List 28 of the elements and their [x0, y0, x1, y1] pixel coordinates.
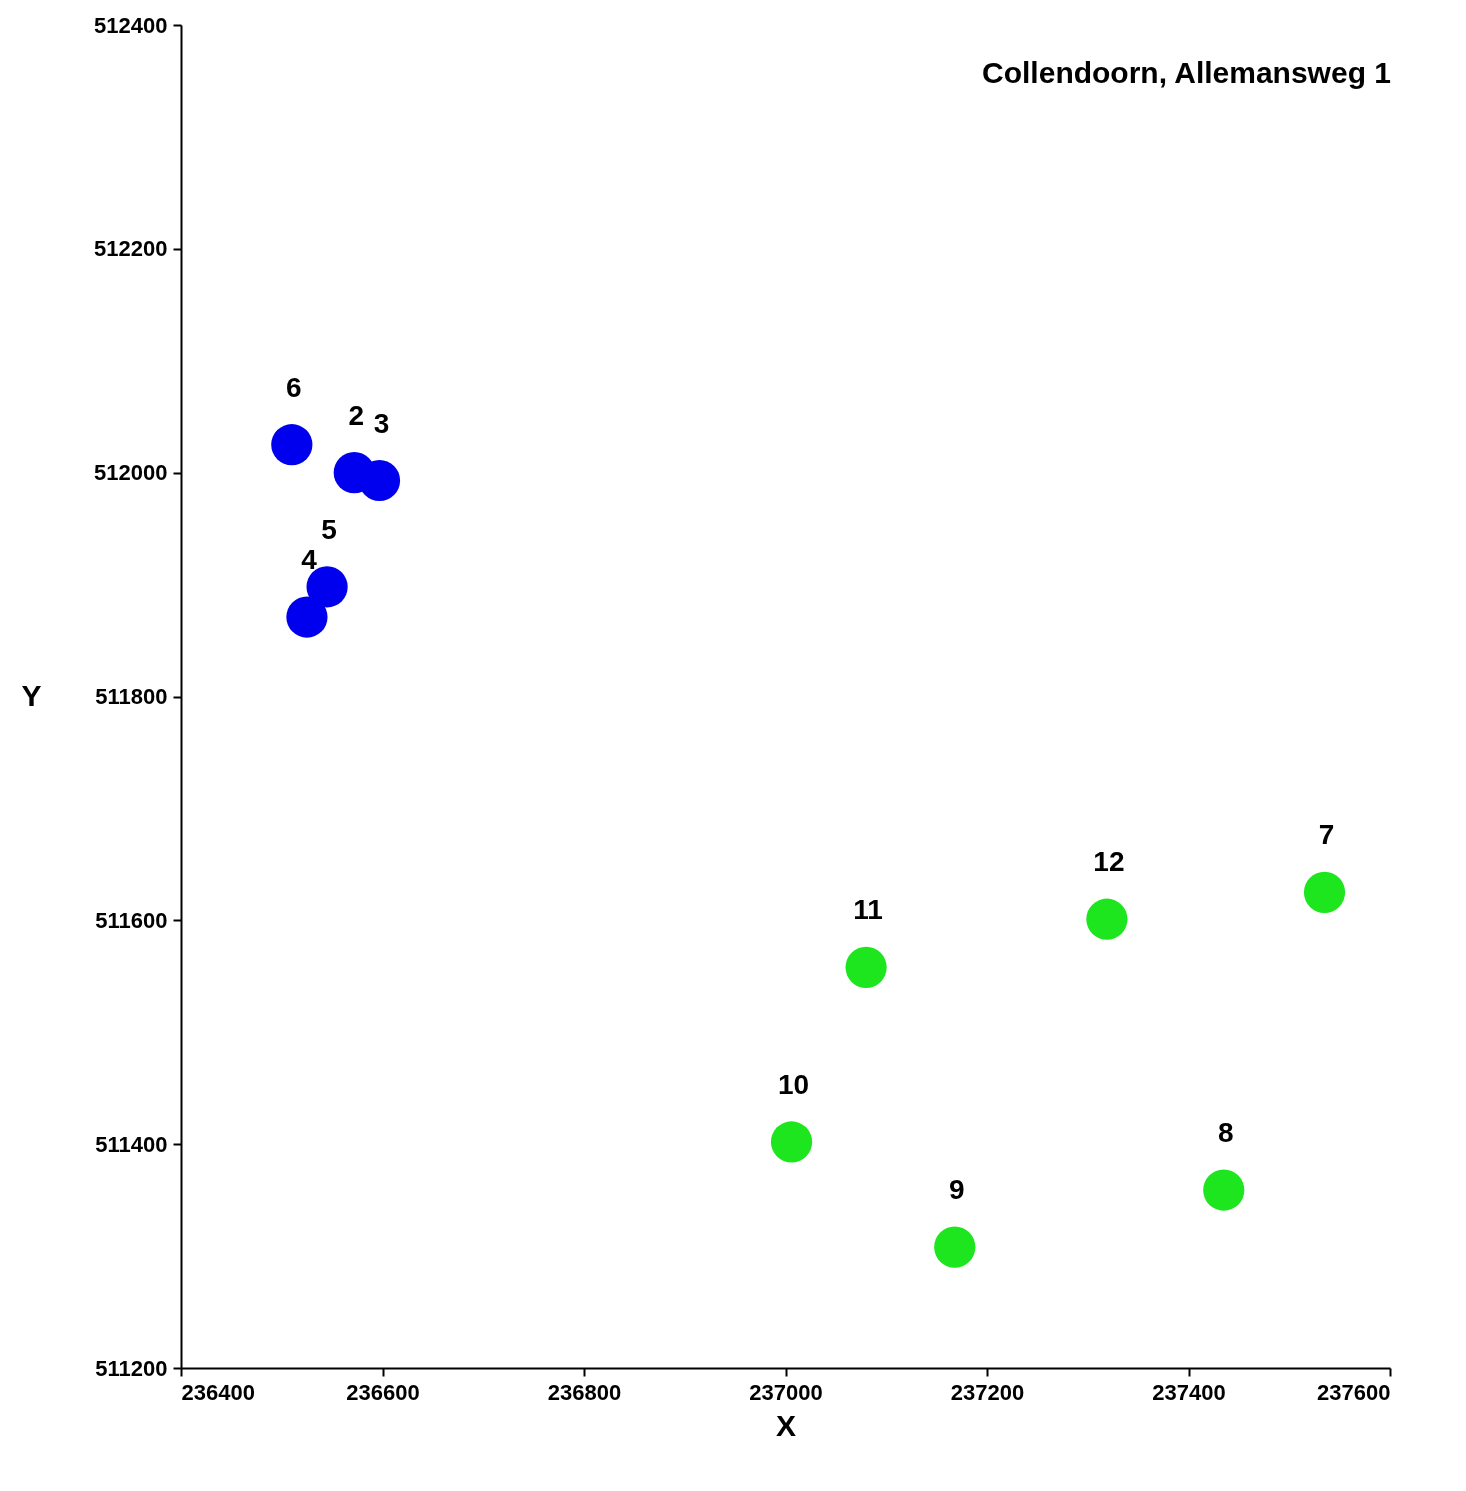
y-tick-label: 511600: [95, 907, 168, 933]
x-tick-label: 237600: [1317, 1379, 1391, 1405]
annotation: 12: [1093, 846, 1125, 878]
x-tick-label: 237200: [950, 1379, 1025, 1405]
x-tick-label: 236400: [181, 1379, 255, 1405]
annotation: 6: [286, 371, 302, 403]
y-tick-label: 512000: [94, 460, 168, 486]
text: Collendoorn, Allemansweg 1: [982, 56, 1391, 89]
y-tick-label: 511200: [95, 1355, 168, 1381]
annotation: 5: [321, 513, 337, 545]
annotation: 10: [777, 1068, 810, 1100]
x-tick-label: 237000: [749, 1379, 823, 1405]
annotation: 8: [1217, 1117, 1234, 1149]
y-tick-label: 512400: [94, 12, 168, 38]
annotation: 11: [853, 894, 883, 926]
y-tick-label: 511400: [95, 1131, 168, 1157]
x-tick-label: 236600: [346, 1379, 420, 1405]
annotation: 9: [948, 1174, 965, 1206]
annotation: 4: [301, 544, 318, 576]
x-axis-title: X: [775, 1408, 797, 1442]
x-tick-label: 237400: [1152, 1379, 1226, 1405]
y-tick-label: 512200: [94, 236, 168, 262]
annotation: 2: [348, 399, 365, 431]
y-tick-label: 511800: [95, 684, 168, 709]
annotation: 7: [1318, 819, 1335, 851]
x-tick-label: 236800: [547, 1379, 622, 1405]
annotation: 3: [373, 407, 390, 439]
y-axis-title: Y: [21, 679, 42, 712]
